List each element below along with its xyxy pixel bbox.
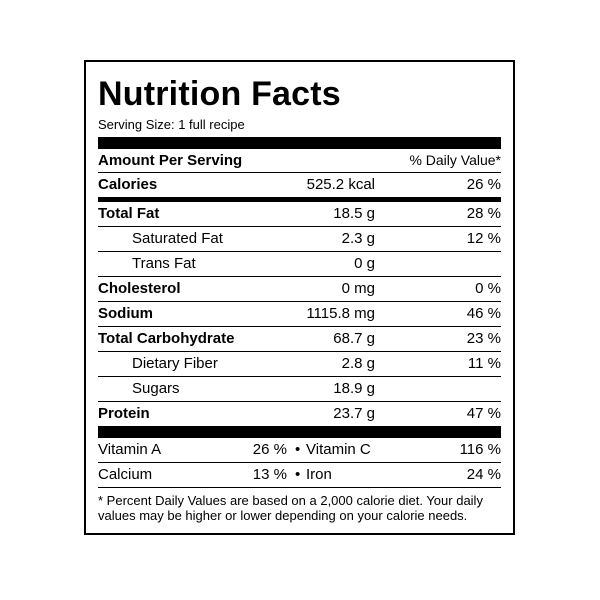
nutrient-row-dietary-fiber: Dietary Fiber 2.8 g 11 % (98, 352, 501, 377)
daily-value-header: % Daily Value* (409, 152, 501, 168)
thick-divider (98, 137, 501, 149)
vitamin-value: 24 % (466, 466, 501, 483)
nutrient-name: Trans Fat (132, 255, 196, 272)
nutrient-amount: 18.9 g (333, 380, 375, 397)
nutrient-amount: 2.3 g (341, 230, 375, 247)
nutrient-name: Protein (98, 405, 150, 422)
nutrient-daily-value: 28 % (466, 205, 501, 222)
nutrient-amount: 23.7 g (333, 405, 375, 422)
nutrient-amount: 68.7 g (333, 330, 375, 347)
nutrient-name: Saturated Fat (132, 230, 223, 247)
nutrition-label: Nutrition Facts Serving Size: 1 full rec… (84, 60, 515, 535)
nutrient-daily-value: 11 % (467, 355, 501, 372)
nutrient-amount: 18.5 g (333, 205, 375, 222)
nutrient-daily-value: 0 % (475, 280, 501, 297)
calories-row: Calories 525.2 kcal 26 % (98, 173, 501, 197)
nutrient-row-sugars: Sugars 18.9 g (98, 377, 501, 402)
vitamin-row: Vitamin A 26 % • Vitamin C 116 % (98, 438, 501, 463)
bullet-separator: • (295, 441, 301, 458)
nutrient-row-cholesterol: Cholesterol 0 mg 0 % (98, 277, 501, 302)
nutrient-daily-value: 12 % (466, 230, 501, 247)
nutrient-name: Total Carbohydrate (98, 330, 235, 347)
vitamin-name: Vitamin C (306, 441, 371, 458)
nutrient-amount: 0 g (354, 255, 375, 272)
nutrient-row-sodium: Sodium 1115.8 mg 46 % (98, 302, 501, 327)
nutrient-daily-value: 46 % (466, 305, 501, 322)
footnote: * Percent Daily Values are based on a 2,… (98, 493, 483, 523)
nutrient-row-total-fat: Total Fat 18.5 g 28 % (98, 202, 501, 227)
label-title: Nutrition Facts (98, 75, 341, 113)
nutrient-row-total-carbohydrate: Total Carbohydrate 68.7 g 23 % (98, 327, 501, 352)
nutrient-amount: 1115.8 mg (306, 305, 375, 322)
nutrient-row-saturated-fat: Saturated Fat 2.3 g 12 % (98, 227, 501, 252)
medium-divider (98, 197, 501, 202)
nutrient-name: Sugars (132, 380, 180, 397)
amount-per-serving-row: Amount Per Serving % Daily Value* (98, 149, 501, 173)
nutrient-amount: 2.8 g (341, 355, 375, 372)
serving-size: Serving Size: 1 full recipe (98, 117, 245, 132)
nutrient-row-protein: Protein 23.7 g 47 % (98, 402, 501, 426)
vitamin-value: 13 % (252, 466, 287, 483)
vitamin-name: Iron (306, 466, 332, 483)
bullet-separator: • (295, 466, 301, 483)
nutrient-amount: 0 mg (341, 280, 375, 297)
vitamin-value: 26 % (252, 441, 287, 458)
nutrient-name: Total Fat (98, 205, 160, 222)
nutrient-amount: 525.2 kcal (306, 176, 375, 193)
nutrient-name: Sodium (98, 305, 153, 322)
vitamin-name: Calcium (98, 466, 153, 483)
nutrient-name: Cholesterol (98, 280, 181, 297)
nutrient-daily-value: 26 % (466, 176, 501, 193)
vitamin-name: Vitamin A (98, 441, 162, 458)
amount-per-serving-label: Amount Per Serving (98, 152, 243, 169)
nutrient-daily-value: 23 % (466, 330, 501, 347)
vitamin-value: 116 % (459, 441, 501, 458)
nutrient-row-trans-fat: Trans Fat 0 g (98, 252, 501, 277)
vitamin-row: Calcium 13 % • Iron 24 % (98, 463, 501, 488)
nutrient-daily-value: 47 % (466, 405, 501, 422)
nutrient-name: Calories (98, 176, 158, 193)
nutrient-name: Dietary Fiber (132, 355, 218, 372)
thick-divider (98, 426, 501, 438)
